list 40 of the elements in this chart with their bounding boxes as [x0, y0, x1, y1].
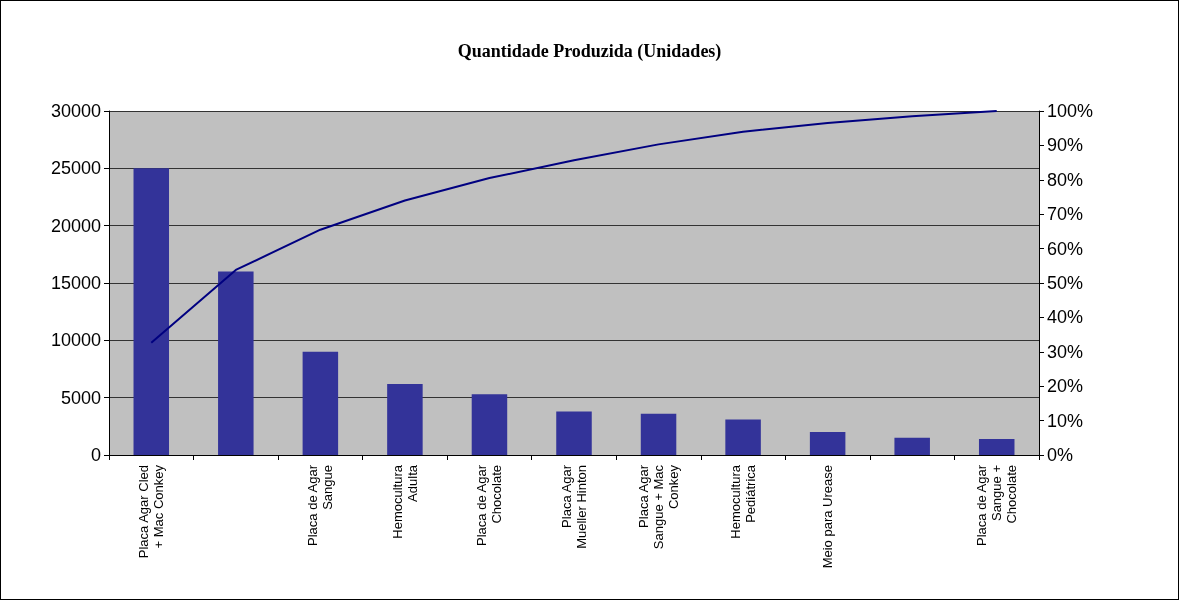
y-tick-label: 30000 [50, 101, 101, 121]
bar [725, 419, 761, 455]
line-series [150, 110, 998, 344]
y2-tick-label: 60% [1047, 238, 1084, 259]
bar [640, 413, 677, 455]
bar [471, 394, 508, 455]
y2-tick-label: 100% [1047, 101, 1094, 121]
y2-tick-label: 70% [1047, 204, 1084, 225]
bar [809, 432, 846, 455]
y2-tick-label: 10% [1047, 410, 1084, 431]
x-tick-label: Hemocultura Adulta [389, 464, 420, 539]
bar [387, 383, 423, 455]
x-tick-label: Meio para Urease [820, 465, 836, 569]
y2-tick-label: 0% [1047, 445, 1074, 465]
y-tick-label: 10000 [50, 330, 101, 351]
bar [556, 411, 592, 455]
y2-tick-label: 40% [1047, 307, 1084, 328]
x-tick-label: Placa de Agar Chocolate [474, 464, 505, 546]
y-tick-label: 5000 [60, 387, 101, 408]
y-tick-label: 20000 [50, 215, 101, 236]
x-tick-label: Hemocultura Pediátrica [728, 464, 759, 539]
y2-tick-label: 50% [1047, 273, 1084, 293]
x-tick-label: Placa Agar Cled + Mac Conkey [136, 464, 167, 559]
y2-tick-label: 20% [1047, 376, 1084, 397]
bar [218, 271, 254, 455]
x-tick-label: Placa Agar Sangue + Mac Conkey [636, 464, 682, 550]
y-tick-label: 15000 [50, 273, 101, 293]
y2-tick-label: 30% [1047, 341, 1084, 362]
bar [302, 351, 339, 455]
y-tick-label: 25000 [50, 158, 101, 179]
chart-title: Quantidade Produzida (Unidades) [457, 41, 722, 62]
y2-tick-label: 80% [1047, 169, 1084, 190]
x-tick-label: Placa de Agar Sangue + Chocolate [974, 464, 1020, 546]
y-tick-label: 0 [90, 445, 101, 465]
y2-tick-label: 90% [1047, 135, 1084, 156]
bar [978, 438, 1015, 455]
x-tick-label: Placa Agar Mueller Hinton [559, 464, 589, 549]
bar [894, 437, 930, 455]
x-tick-label: Placa de Agar Sangue [305, 464, 336, 546]
bar [133, 168, 170, 455]
